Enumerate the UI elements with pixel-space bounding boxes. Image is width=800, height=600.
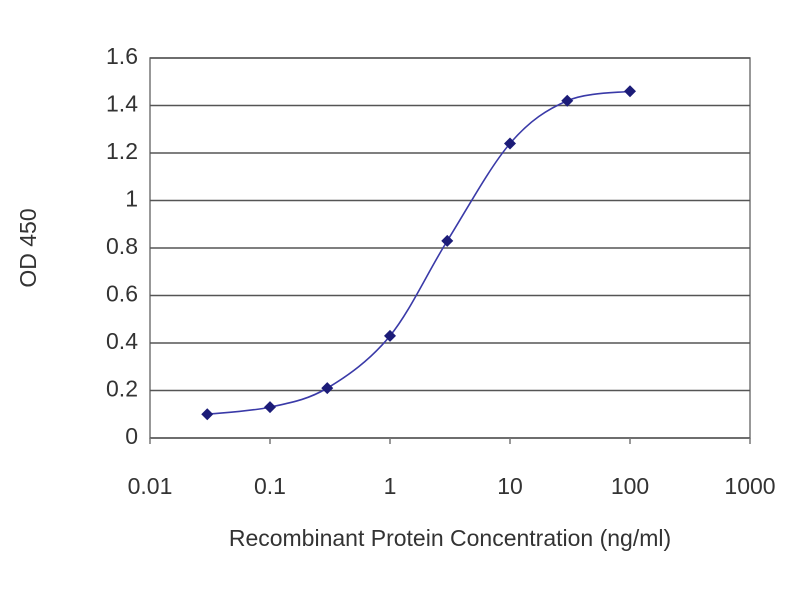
y-tick-label: 0.6 — [106, 281, 138, 307]
series-line — [207, 90, 631, 416]
x-axis-label: Recombinant Protein Concentration (ng/ml… — [229, 525, 671, 551]
y-tick-label: 0.2 — [106, 376, 138, 402]
x-tick-label: 0.1 — [254, 473, 286, 499]
data-point — [384, 329, 396, 342]
data-point — [201, 408, 214, 421]
x-tick-label: 0.01 — [128, 473, 173, 499]
y-axis-label: OD 450 — [15, 208, 41, 287]
y-tick-label: 0.8 — [106, 233, 138, 259]
x-tick-label: 100 — [611, 473, 649, 499]
y-tick-label: 1.2 — [106, 138, 138, 164]
data-point — [561, 94, 574, 107]
y-tick-label: 1 — [125, 186, 138, 212]
data-point — [321, 382, 334, 395]
x-tick-label: 1 — [384, 473, 397, 499]
y-tick-label: 0.4 — [106, 328, 138, 354]
x-tick-label: 1000 — [724, 473, 775, 499]
y-tick-label: 0 — [125, 423, 138, 449]
data-point — [264, 401, 276, 414]
y-tick-label: 1.4 — [106, 91, 138, 117]
data-point — [504, 137, 516, 150]
data-point — [441, 234, 454, 247]
y-tick-label: 1.6 — [106, 43, 138, 69]
x-tick-label: 10 — [497, 473, 523, 499]
data-point — [624, 85, 636, 98]
